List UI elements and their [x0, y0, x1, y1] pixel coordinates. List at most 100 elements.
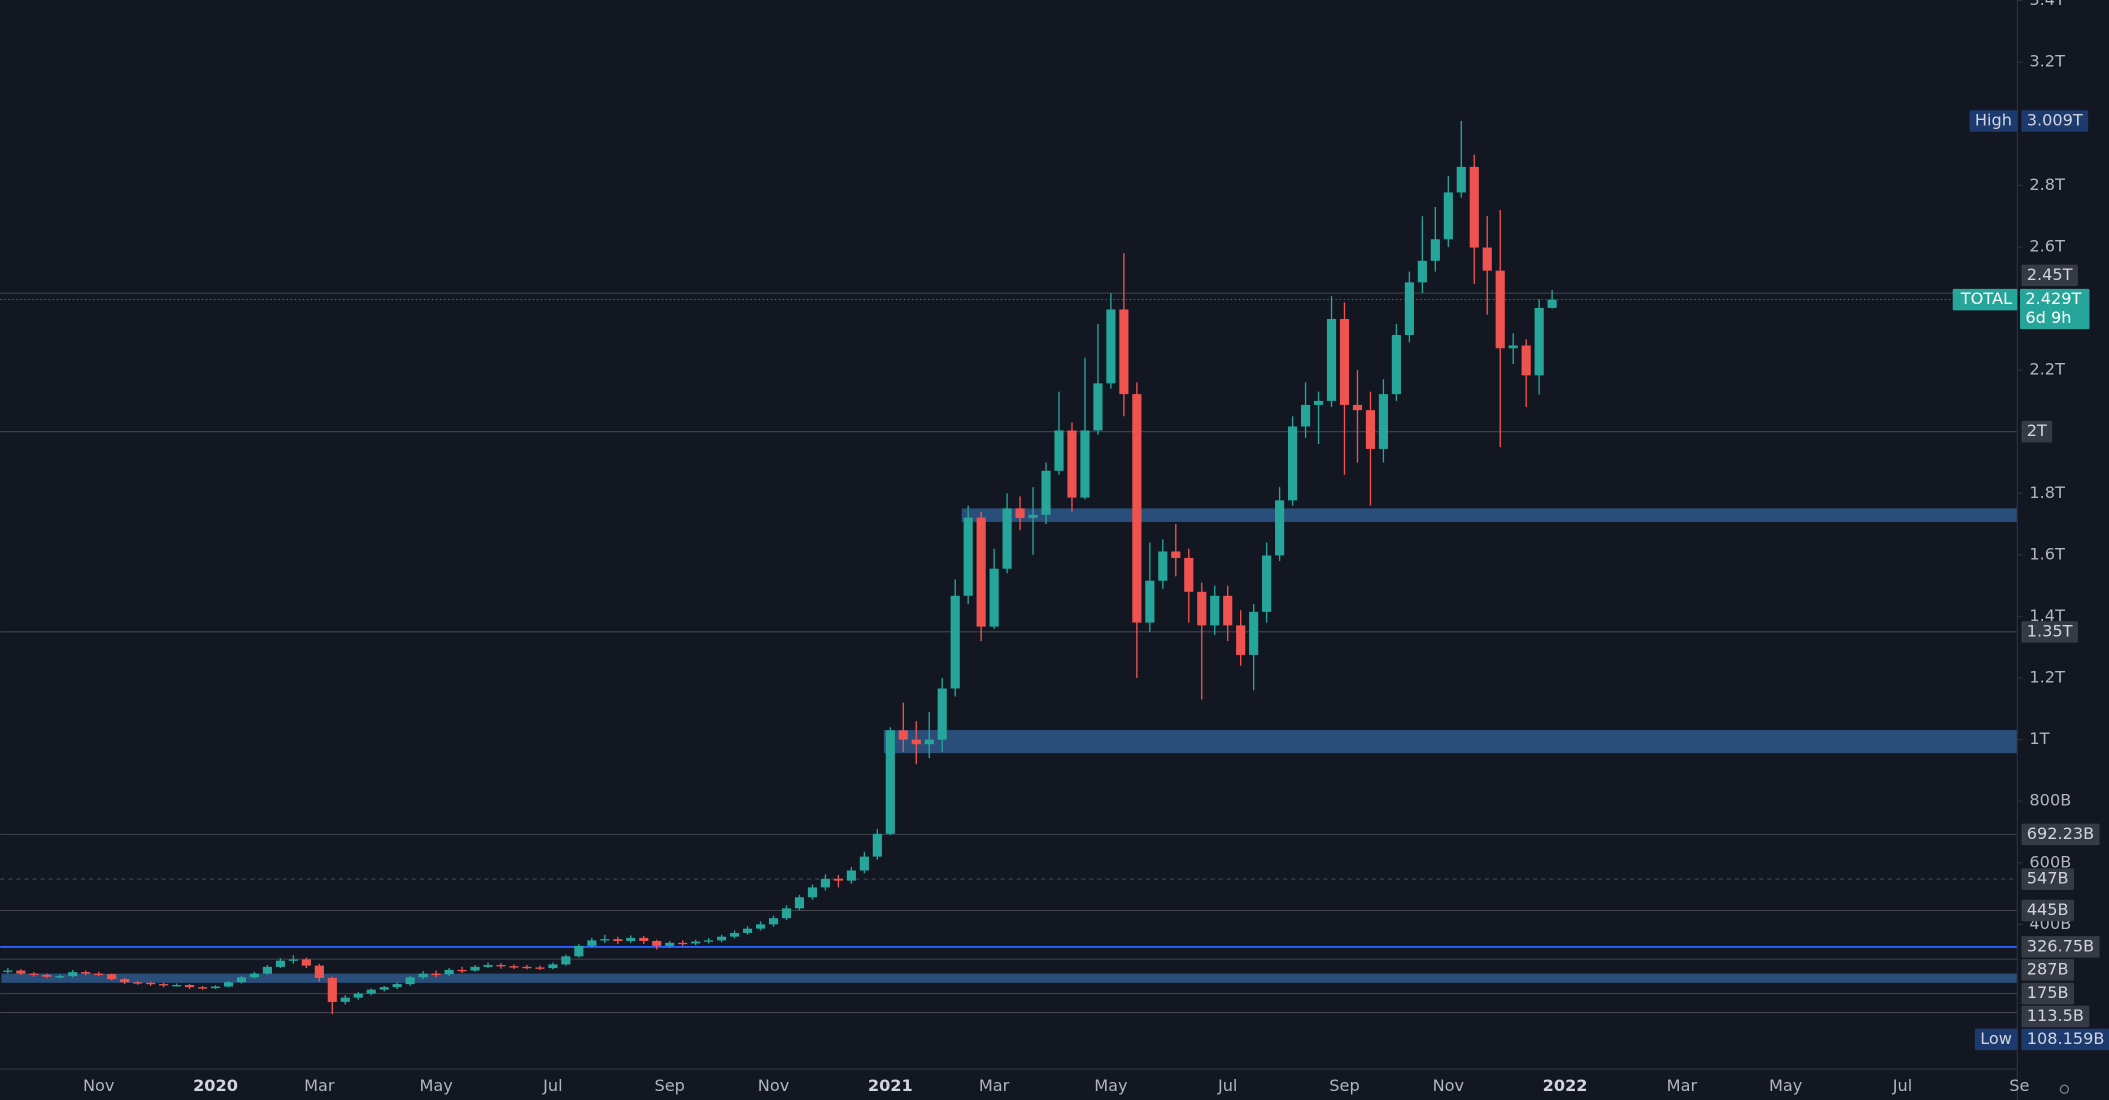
series-name-box — [1952, 288, 2018, 311]
candle-body — [859, 856, 869, 871]
level-label-box — [2021, 823, 2100, 846]
candle-body — [223, 982, 234, 987]
x-tick-label: Mar — [304, 1076, 335, 1095]
candle-body — [613, 939, 623, 941]
candle-body — [833, 878, 843, 881]
candle-body — [172, 985, 182, 987]
x-tick-label: May — [419, 1076, 453, 1095]
candle-body — [418, 973, 428, 978]
candle-body — [509, 966, 519, 968]
level-label: 287B — [2027, 959, 2069, 978]
level-label: 2.45T — [2027, 265, 2073, 284]
zones — [1, 508, 2018, 983]
candle-body — [1275, 500, 1285, 556]
candle-body — [755, 924, 766, 929]
x-tick-label: Sep — [1329, 1076, 1359, 1095]
candle-body — [1300, 404, 1311, 427]
marker-name: Low — [1980, 1029, 2012, 1048]
candle-body — [1119, 309, 1129, 395]
candle-body — [405, 977, 415, 985]
candle-body — [1002, 508, 1012, 569]
candle-body — [16, 970, 26, 974]
candle-body — [963, 517, 973, 596]
series-name: TOTAL — [1960, 289, 2012, 308]
candle-body — [1352, 404, 1363, 411]
candle-body — [652, 940, 662, 946]
candles — [3, 121, 1557, 1015]
candle-body — [249, 973, 260, 978]
candle-body — [717, 936, 727, 941]
candle-body — [872, 833, 882, 857]
candle-body — [1339, 318, 1350, 405]
candle-body — [1456, 166, 1466, 193]
candle-body — [1469, 166, 1479, 248]
candle-body — [1158, 551, 1168, 581]
candle-body — [820, 878, 830, 888]
candle-body — [730, 932, 740, 937]
candle-body — [107, 974, 117, 980]
candle-body — [1093, 383, 1103, 431]
candle-body — [626, 937, 636, 941]
candle-body — [1184, 557, 1194, 592]
candle-body — [691, 941, 701, 944]
candle-body — [885, 730, 895, 834]
zone — [961, 508, 2018, 522]
x-tick-label: 2022 — [1543, 1076, 1588, 1095]
x-tick-label: Jul — [1892, 1076, 1912, 1095]
candle-body — [1015, 508, 1025, 518]
candle-body — [1106, 309, 1116, 384]
candle-body — [1391, 335, 1401, 395]
candle-body — [1132, 394, 1142, 623]
candle-body — [911, 739, 921, 745]
x-tick-label: May — [1769, 1076, 1803, 1095]
y-tick-label: 2.8T — [2029, 175, 2065, 194]
candle-body — [146, 982, 156, 985]
x-tick-label: Jul — [542, 1076, 562, 1095]
candle-body — [197, 987, 208, 989]
candle-body — [600, 939, 610, 941]
candle-body — [989, 568, 999, 627]
candle-body — [29, 973, 39, 975]
candle-body — [1404, 282, 1414, 336]
y-tick-label: 1.4T — [2029, 606, 2065, 625]
level-label: 547B — [2027, 869, 2069, 888]
marker-value: 108.159B — [2027, 1029, 2105, 1048]
x-tick-label: Mar — [979, 1076, 1010, 1095]
marker-name-box — [1969, 110, 2018, 132]
level-label: 2T — [2027, 421, 2047, 440]
candle-body — [1223, 595, 1233, 626]
zone — [883, 730, 2018, 754]
candle-body — [42, 974, 52, 977]
candle-body — [1443, 192, 1453, 240]
x-tick-label: 2021 — [868, 1076, 913, 1095]
level-label-box — [2021, 420, 2053, 443]
x-tick-label: Nov — [1433, 1076, 1465, 1095]
candle-body — [262, 966, 272, 974]
candle-body — [81, 972, 91, 974]
candle-body — [327, 977, 337, 1002]
candle-body — [379, 987, 389, 990]
candle-body — [535, 967, 545, 969]
candle-body — [210, 986, 221, 989]
candle-body — [1508, 345, 1518, 349]
settings-icon[interactable] — [2059, 1084, 2070, 1094]
candle-body — [561, 956, 571, 965]
candle-body — [184, 985, 195, 988]
candle-body — [1482, 247, 1492, 271]
candle-body — [1145, 580, 1155, 623]
candle-body — [574, 945, 584, 957]
candle-body — [340, 997, 350, 1002]
candle-body — [548, 964, 558, 969]
candle-body — [444, 969, 454, 975]
candle-body — [1171, 551, 1181, 558]
x-tick-label: Mar — [1667, 1076, 1698, 1095]
candle-body — [794, 897, 805, 909]
candle-body — [781, 908, 792, 919]
candle-body — [1326, 318, 1337, 401]
candle-body — [924, 739, 934, 745]
candle-body — [3, 970, 13, 972]
candle-body — [496, 964, 506, 967]
level-label: 326.75B — [2027, 936, 2094, 955]
